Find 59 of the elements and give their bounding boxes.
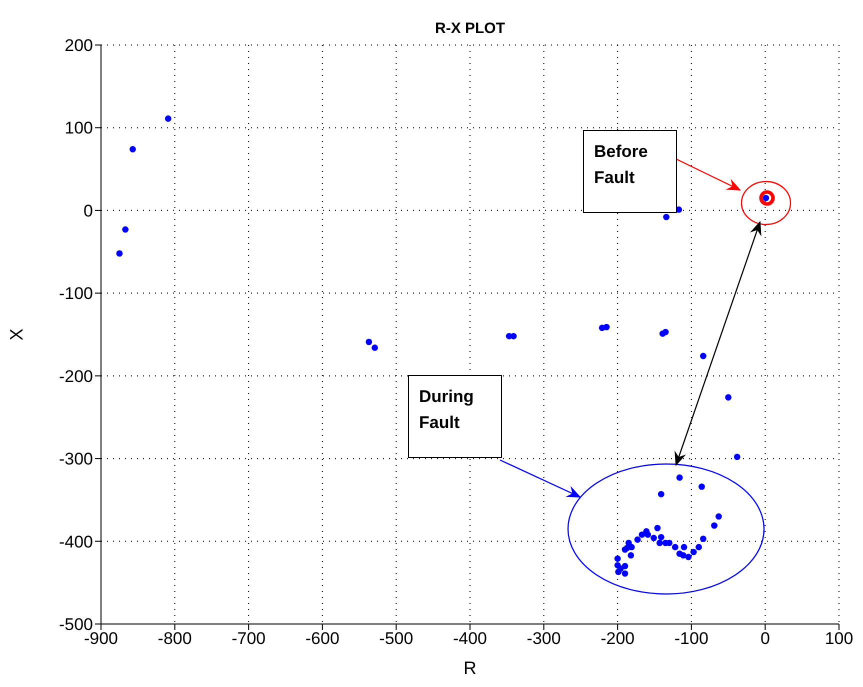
annotation: Before Fault bbox=[583, 130, 677, 213]
point bbox=[614, 555, 621, 562]
y-tick-label: 200 bbox=[64, 36, 93, 56]
x-tick-label: 100 bbox=[824, 629, 854, 648]
point bbox=[734, 454, 740, 460]
point bbox=[690, 548, 697, 556]
point bbox=[696, 544, 702, 550]
x-tick-label: -500 bbox=[379, 629, 414, 648]
point bbox=[700, 536, 706, 542]
point bbox=[603, 324, 610, 330]
point bbox=[658, 490, 664, 498]
x-tick-label: -800 bbox=[158, 629, 192, 648]
point bbox=[116, 250, 123, 257]
point bbox=[622, 570, 628, 577]
point bbox=[716, 513, 722, 520]
point bbox=[676, 474, 683, 481]
point bbox=[676, 550, 683, 557]
point bbox=[510, 332, 517, 340]
point bbox=[725, 394, 732, 401]
point bbox=[700, 352, 706, 360]
point bbox=[164, 115, 172, 122]
point bbox=[711, 522, 718, 529]
point bbox=[366, 338, 372, 346]
point bbox=[622, 546, 628, 553]
point bbox=[130, 146, 136, 152]
point bbox=[656, 540, 663, 546]
chart-title: R-X PLOT bbox=[434, 20, 506, 37]
x-tick-label: -400 bbox=[452, 629, 488, 648]
point bbox=[650, 534, 657, 542]
point bbox=[662, 328, 669, 336]
point bbox=[122, 226, 129, 233]
y-tick-label: -100 bbox=[58, 284, 93, 304]
y-tick-label: -300 bbox=[58, 450, 93, 469]
point bbox=[663, 214, 670, 220]
point bbox=[634, 536, 641, 543]
point bbox=[698, 483, 705, 490]
point bbox=[372, 344, 378, 351]
point bbox=[654, 524, 661, 532]
point bbox=[638, 531, 646, 538]
x-axis-title: R bbox=[464, 658, 476, 678]
point bbox=[680, 544, 688, 550]
x-tick-label: -300 bbox=[526, 629, 561, 648]
y-tick-label: -400 bbox=[58, 532, 93, 552]
x-tick-label: -900 bbox=[84, 629, 118, 648]
x-tick-label: 0 bbox=[760, 629, 770, 648]
x-tick-label: -700 bbox=[232, 629, 266, 648]
point bbox=[658, 534, 664, 540]
point bbox=[672, 544, 678, 550]
x-tick-label: -600 bbox=[305, 629, 340, 648]
y-axis-title: X bbox=[6, 328, 26, 341]
point bbox=[615, 568, 622, 576]
y-tick-label: 100 bbox=[64, 118, 93, 138]
x-tick-label: -200 bbox=[600, 629, 635, 648]
y-tick-label: -200 bbox=[58, 366, 93, 386]
annotation: During Fault bbox=[408, 375, 502, 458]
point bbox=[622, 562, 628, 570]
y-tick-label: 0 bbox=[84, 201, 93, 220]
x-tick-label: -100 bbox=[674, 629, 708, 648]
point bbox=[628, 552, 634, 559]
